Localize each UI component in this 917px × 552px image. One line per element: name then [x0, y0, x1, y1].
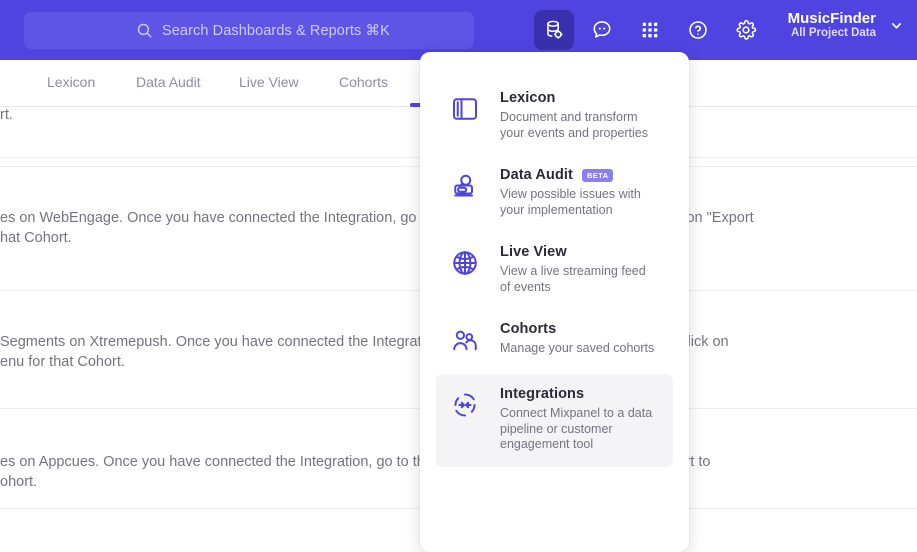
lexicon-book-icon	[450, 90, 482, 129]
list-item: rt.	[0, 107, 13, 123]
search-placeholder: Search Dashboards & Reports ⌘K	[162, 22, 390, 39]
top-bar: Search Dashboards & Reports ⌘K	[0, 0, 917, 60]
menu-item-cohorts[interactable]: Cohorts Manage your saved cohorts	[436, 309, 673, 374]
menu-item-title: Integrations	[500, 386, 585, 402]
tab-data-audit[interactable]: Data Audit	[136, 74, 201, 90]
tab-live-view[interactable]: Live View	[239, 74, 299, 90]
project-name: MusicFinder	[787, 10, 876, 27]
cohorts-people-icon	[450, 321, 482, 360]
menu-item-description: Manage your saved cohorts	[500, 341, 655, 355]
menu-item-title-row: Data Audit BETA	[500, 167, 659, 183]
help-circle-icon[interactable]	[678, 10, 718, 50]
project-text: MusicFinder All Project Data	[788, 10, 876, 40]
data-management-icon[interactable]	[534, 10, 574, 50]
menu-item-body: Cohorts Manage your saved cohorts	[482, 321, 654, 357]
data-management-dropdown: Lexicon Document and transform your even…	[420, 52, 689, 552]
menu-item-description: View possible issues with your implement…	[500, 187, 641, 217]
menu-item-description: Document and transform your events and p…	[500, 110, 649, 140]
menu-item-title-row: Cohorts	[500, 321, 654, 337]
settings-gear-icon[interactable]	[726, 10, 766, 50]
data-audit-search-icon	[450, 167, 482, 206]
menu-item-title: Lexicon	[500, 90, 556, 106]
feedback-chat-icon[interactable]	[582, 10, 622, 50]
menu-item-title-row: Integrations	[500, 386, 659, 402]
apps-grid-icon[interactable]	[630, 10, 670, 50]
project-selector[interactable]: MusicFinder All Project Data	[788, 10, 903, 40]
menu-item-description: View a live streaming feed of events	[500, 264, 646, 294]
tab-lexicon[interactable]: Lexicon	[47, 74, 96, 90]
live-view-globe-icon	[450, 244, 482, 283]
integrations-sync-icon	[450, 386, 482, 425]
menu-item-body: Lexicon Document and transform your even…	[482, 90, 659, 141]
menu-item-live-view[interactable]: Live View View a live streaming feed of …	[436, 232, 673, 309]
active-tab-indicator	[410, 103, 426, 107]
search-input[interactable]: Search Dashboards & Reports ⌘K	[24, 12, 474, 49]
menu-item-body: Integrations Connect Mixpanel to a data …	[482, 386, 659, 453]
chevron-down-icon	[890, 19, 903, 32]
menu-item-title: Cohorts	[500, 321, 557, 337]
menu-item-lexicon[interactable]: Lexicon Document and transform your even…	[436, 78, 673, 155]
project-subtitle: All Project Data	[791, 27, 876, 40]
menu-item-title-row: Lexicon	[500, 90, 659, 106]
menu-item-title-row: Live View	[500, 244, 659, 260]
menu-item-description: Connect Mixpanel to a data pipeline or c…	[500, 406, 653, 451]
menu-item-body: Live View View a live streaming feed of …	[482, 244, 659, 295]
menu-item-title: Data Audit	[500, 167, 573, 183]
tab-cohorts[interactable]: Cohorts	[339, 74, 389, 90]
menu-item-title: Live View	[500, 244, 567, 260]
toolbar-icons	[534, 10, 766, 50]
menu-item-data-audit[interactable]: Data Audit BETA View possible issues wit…	[436, 155, 673, 232]
menu-item-body: Data Audit BETA View possible issues wit…	[482, 167, 659, 218]
search-icon	[136, 22, 153, 39]
menu-item-integrations[interactable]: Integrations Connect Mixpanel to a data …	[436, 374, 673, 467]
status-badge: BETA	[581, 168, 614, 182]
